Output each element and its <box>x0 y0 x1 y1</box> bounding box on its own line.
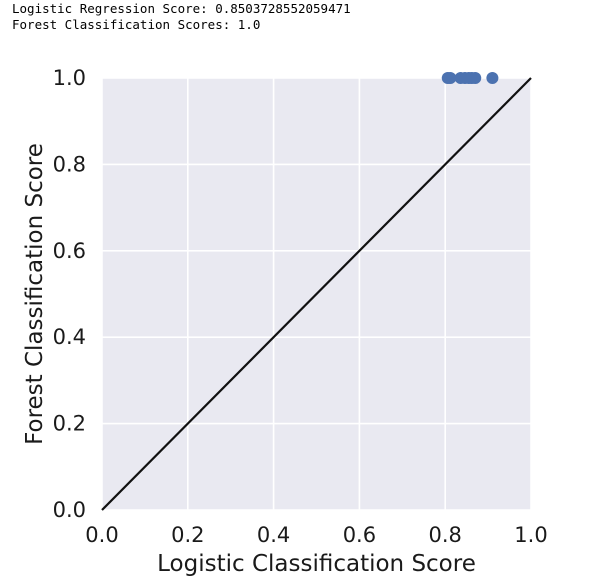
x-tick-label: 0.4 <box>257 523 290 547</box>
x-tick-label: 0.0 <box>85 523 118 547</box>
data-point <box>469 72 482 84</box>
y-axis-label: Forest Classification Score <box>22 143 48 445</box>
data-points <box>441 72 499 84</box>
x-tick-label: 0.8 <box>428 523 461 547</box>
x-tick-labels: 0.0 0.2 0.4 0.6 0.8 1.0 <box>85 523 547 547</box>
forest-score-output: Forest Classification Scores: 1.0 <box>12 17 261 32</box>
x-tick-label: 0.6 <box>343 523 376 547</box>
grid-lines <box>101 77 532 511</box>
y-tick-label: 0.2 <box>53 412 86 436</box>
x-tick-label: 1.0 <box>514 523 547 547</box>
logistic-score-output: Logistic Regression Score: 0.85037285520… <box>12 1 351 16</box>
data-point <box>444 72 457 84</box>
y-tick-label: 0.6 <box>53 239 86 263</box>
y-tick-label: 1.0 <box>53 66 86 90</box>
diagonal-reference-line <box>101 77 532 511</box>
y-tick-label: 0.4 <box>53 325 86 349</box>
y-tick-labels: 0.0 0.2 0.4 0.6 0.8 1.0 <box>53 66 86 522</box>
y-tick-label: 0.8 <box>53 152 86 176</box>
data-point <box>486 72 499 84</box>
x-axis-label: Logistic Classification Score <box>157 551 476 577</box>
x-tick-label: 0.2 <box>171 523 204 547</box>
y-tick-label: 0.0 <box>53 498 86 522</box>
